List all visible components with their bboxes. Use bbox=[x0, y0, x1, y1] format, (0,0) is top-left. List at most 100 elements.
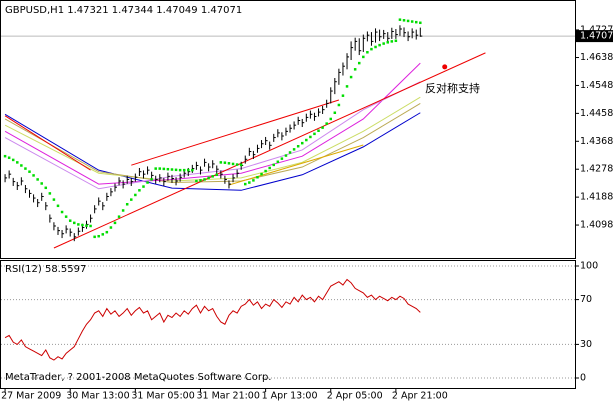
footer: MetaTrader, ? 2001-2008 MetaQuotes Softw… bbox=[5, 372, 271, 383]
sar-dot bbox=[125, 203, 129, 206]
sar-dot bbox=[56, 204, 60, 208]
x-tick-label: 2 Apr 05:00 bbox=[327, 391, 383, 401]
sar-dot bbox=[292, 148, 296, 151]
trendline bbox=[4, 115, 91, 171]
sar-dot bbox=[284, 154, 288, 157]
y-tick-label: 0 bbox=[580, 373, 586, 384]
sar-dot bbox=[199, 179, 202, 182]
sar-dot bbox=[260, 172, 263, 176]
marker-point bbox=[442, 64, 448, 70]
rsi-line bbox=[4, 278, 421, 361]
sar-dot bbox=[325, 122, 328, 125]
x-tick-label: 27 Mar 2009 bbox=[1, 391, 61, 401]
sar-dot bbox=[268, 166, 271, 170]
sar-dot bbox=[382, 42, 385, 45]
sar-dot bbox=[223, 161, 227, 164]
sar-dot bbox=[73, 221, 76, 225]
sar-dot bbox=[398, 18, 402, 21]
sar-dot bbox=[36, 178, 39, 181]
sar-dot bbox=[134, 193, 137, 197]
chart-title: GBPUSD,H1 1.47321 1.47344 1.47049 1.4707… bbox=[5, 5, 242, 16]
y-tick-label: 1.41880 bbox=[580, 192, 613, 203]
moving-average bbox=[4, 112, 421, 191]
sar-dot bbox=[370, 47, 373, 51]
last-price-label: 1.47071 bbox=[580, 31, 613, 42]
sar-dot bbox=[207, 176, 210, 180]
sar-dot bbox=[64, 215, 68, 218]
sar-dot bbox=[239, 163, 243, 167]
sar-dot bbox=[7, 156, 11, 159]
sar-dot bbox=[93, 235, 96, 239]
sar-dot bbox=[414, 20, 418, 24]
sar-dot bbox=[305, 138, 308, 142]
y-tick-label: 1.47270 bbox=[580, 24, 613, 35]
sar-dot bbox=[182, 168, 186, 172]
y-tick-label: 30 bbox=[580, 339, 592, 350]
sar-dot bbox=[203, 178, 206, 181]
sar-dot bbox=[231, 162, 235, 166]
sar-dot bbox=[300, 141, 304, 145]
sar-dot bbox=[386, 41, 389, 44]
y-tick-label: 100 bbox=[580, 261, 598, 272]
sar-dot bbox=[349, 75, 353, 79]
sar-dot bbox=[256, 176, 259, 179]
sar-dot bbox=[130, 198, 133, 201]
sar-dot bbox=[68, 219, 72, 222]
sar-dot bbox=[3, 154, 7, 158]
x-tick-label: 2 Apr 21:00 bbox=[392, 391, 448, 401]
sar-dot bbox=[40, 182, 43, 185]
sar-dot bbox=[288, 151, 292, 154]
sar-dot bbox=[24, 167, 27, 170]
x-tick-label: 31 Mar 05:00 bbox=[131, 391, 194, 401]
sar-dot bbox=[170, 168, 174, 171]
x-tick-label: 30 Mar 13:00 bbox=[66, 391, 129, 401]
sar-dot bbox=[195, 179, 198, 183]
sar-dot bbox=[60, 210, 64, 214]
sar-dot bbox=[154, 167, 157, 170]
main-pane-frame bbox=[0, 0, 576, 259]
sar-dot bbox=[113, 221, 117, 225]
y-tick-label: 1.44580 bbox=[580, 108, 613, 119]
sar-dot bbox=[374, 45, 377, 49]
sar-dot bbox=[321, 126, 324, 129]
sar-dot bbox=[105, 230, 109, 234]
sar-dot bbox=[48, 192, 52, 195]
sar-dot bbox=[211, 175, 214, 178]
sar-dot bbox=[158, 167, 162, 170]
y-tick-label: 1.40980 bbox=[580, 220, 613, 231]
sar-dot bbox=[235, 163, 239, 166]
y-tick-label: 1.46380 bbox=[580, 52, 613, 63]
sar-dot bbox=[280, 157, 284, 160]
sar-dot bbox=[272, 163, 276, 167]
sar-dot bbox=[191, 168, 194, 172]
sar-dot bbox=[28, 170, 31, 173]
sar-dot bbox=[357, 61, 361, 65]
sar-dot bbox=[81, 223, 84, 227]
sar-dot bbox=[85, 224, 88, 227]
sar-dot bbox=[77, 223, 80, 226]
y-tick-label: 1.45480 bbox=[580, 80, 613, 91]
sar-dot bbox=[219, 161, 223, 164]
sar-dot bbox=[117, 215, 121, 218]
x-tick-label: 1 Apr 13:00 bbox=[262, 391, 318, 401]
sar-dot bbox=[264, 169, 267, 173]
y-tick-label: 1.42780 bbox=[580, 164, 613, 175]
rsi-title: RSI(12) 58.5597 bbox=[5, 264, 86, 275]
sar-dot bbox=[166, 167, 170, 171]
sar-dot bbox=[109, 226, 113, 229]
sar-dot bbox=[150, 178, 153, 181]
rsi-pane: 0 30 70 100 bbox=[1, 261, 598, 384]
sar-dot bbox=[121, 209, 125, 212]
sar-dot bbox=[174, 168, 178, 172]
sar-dot bbox=[44, 186, 48, 190]
sar-dot bbox=[406, 19, 410, 23]
sar-dot bbox=[313, 132, 316, 136]
sar-dot bbox=[341, 94, 345, 97]
sar-dot bbox=[366, 51, 369, 54]
sar-dot bbox=[97, 234, 100, 238]
sar-dot bbox=[337, 103, 341, 107]
main-pane: 1.40980 1.41880 1.42780 1.43680 1.44580 1.454… bbox=[1, 18, 613, 249]
sar-dot bbox=[187, 168, 190, 172]
trendline bbox=[131, 99, 340, 166]
moving-average bbox=[4, 62, 421, 185]
